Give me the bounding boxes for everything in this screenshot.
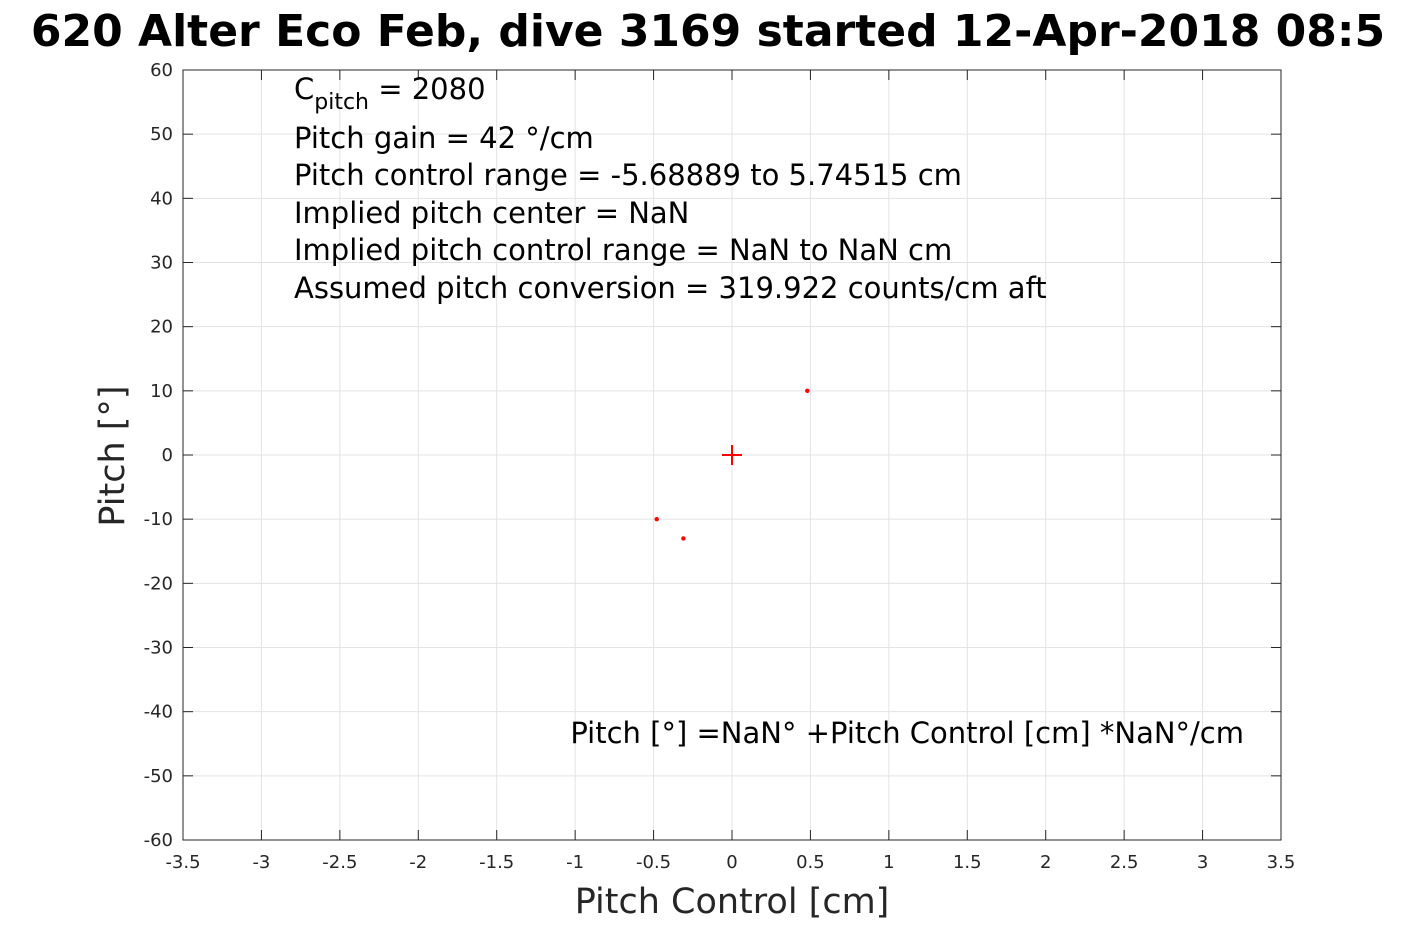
x-tick-label: 3 (1197, 852, 1208, 873)
x-tick-label: 2 (1040, 852, 1051, 873)
y-axis-label: Pitch [°] (93, 385, 133, 526)
annotation-line: Pitch control range = -5.68889 to 5.7451… (294, 158, 962, 192)
y-tick-label: 10 (150, 381, 173, 402)
x-tick-label: 0.5 (796, 852, 825, 873)
x-tick-label: 3.5 (1267, 852, 1296, 873)
x-tick-label: -3 (252, 852, 270, 873)
y-tick-label: 30 (150, 253, 173, 274)
y-tick-label: -20 (144, 573, 173, 594)
annotation-block: Cpitch = 2080 Pitch gain = 42 °/cm Pitch… (294, 72, 1047, 305)
x-tick-label: -0.5 (636, 852, 671, 873)
annotation-cpitch: Cpitch = 2080 (294, 72, 486, 115)
annotation-line: Implied pitch control range = NaN to NaN… (294, 233, 952, 267)
chart-title: 620 Alter Eco Feb, dive 3169 started 12-… (31, 6, 1385, 57)
data-point (654, 516, 659, 522)
x-tick-label: 0 (726, 852, 737, 873)
data-point (681, 536, 686, 541)
annotation-line: Assumed pitch conversion = 319.922 count… (294, 271, 1047, 305)
data-markers (654, 388, 810, 541)
x-tick-labels: -3.5 -3 -2.5 -2 -1.5 -1 -0.5 0 0.5 1 1.5 2 2.5 3 3.5 (165, 852, 1295, 873)
x-tick-label: -1.5 (479, 852, 514, 873)
y-tick-label: -30 (144, 638, 173, 659)
y-tick-label: 0 (162, 445, 173, 466)
y-tick-label: 60 (150, 60, 173, 81)
x-tick-label: 2.5 (1110, 852, 1139, 873)
plus-marker (722, 445, 742, 465)
y-tick-label: 50 (150, 124, 173, 145)
y-tick-label: 40 (150, 188, 173, 209)
cpitch-symbol: C (294, 72, 314, 106)
x-tick-label: 1 (883, 852, 894, 873)
y-tick-label: -10 (144, 509, 173, 530)
annotation-line: Pitch gain = 42 °/cm (294, 121, 594, 155)
x-tick-label: -2 (409, 852, 427, 873)
y-tick-label: -40 (144, 702, 173, 723)
plot-frame (182, 69, 1282, 841)
cpitch-value: = 2080 (369, 72, 486, 106)
data-point (805, 388, 810, 394)
y-tick-labels: 60 50 40 30 20 10 0 -10 -20 -30 -40 -50 -60 (144, 60, 173, 851)
x-tick-label: 1.5 (953, 852, 982, 873)
y-tick-label: 20 (150, 317, 173, 338)
x-tick-label: -2.5 (322, 852, 357, 873)
cpitch-subscript: pitch (314, 90, 369, 115)
fit-equation: Pitch [°] =NaN° +Pitch Control [cm] *NaN… (570, 716, 1244, 750)
x-tick-label: -1 (566, 852, 584, 873)
annotation-line: Implied pitch center = NaN (294, 196, 689, 230)
x-tick-label: -3.5 (165, 852, 200, 873)
x-axis-label: Pitch Control [cm] (575, 882, 890, 922)
y-tick-label: -50 (144, 766, 173, 787)
y-tick-label: -60 (144, 830, 173, 851)
